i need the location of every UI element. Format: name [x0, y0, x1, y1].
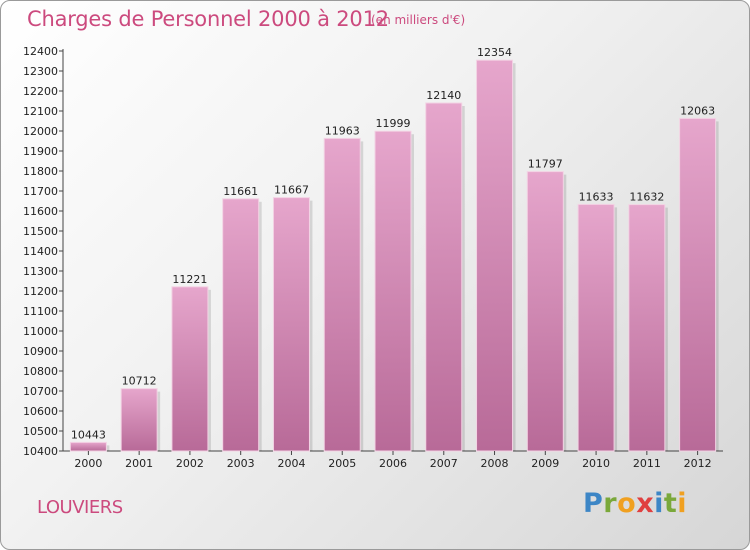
bar-2006 [374, 130, 412, 452]
y-tick-label: 11700 [23, 185, 58, 198]
y-tick-label: 12200 [23, 85, 58, 98]
x-tick-label: 2005 [328, 457, 356, 470]
bars: 10443 10712 11221 11661 11667 11963 11999 12140… [69, 46, 719, 452]
logo-letter: i [654, 488, 664, 519]
y-tick-label: 11300 [23, 265, 58, 278]
bar-value-label: 11963 [325, 124, 360, 137]
x-tick-label: 2011 [633, 457, 661, 470]
x-tick-label: 2003 [227, 457, 255, 470]
bar-value-label: 11633 [579, 190, 614, 203]
bar-value-label: 11661 [223, 185, 258, 198]
bar-2007 [425, 102, 463, 452]
bar-2004 [272, 197, 310, 452]
bar-2002 [171, 286, 209, 452]
y-tick-label: 11600 [23, 205, 58, 218]
bar-2012 [679, 117, 717, 452]
y-tick-label: 11000 [23, 325, 58, 338]
y-tick-label: 11900 [23, 145, 58, 158]
bar-2005 [323, 137, 361, 452]
chart-title: Charges de Personnel 2000 à 2012 [27, 7, 389, 31]
y-tick-label: 10500 [23, 425, 58, 438]
y-tick-label: 12100 [23, 105, 58, 118]
bar-value-label: 12063 [680, 104, 715, 117]
y-tick-label: 10400 [23, 445, 58, 458]
y-axis-ticks: 10400 10500 10600 10700 10800 10900 11000 11100… [23, 45, 63, 458]
bar-2001 [120, 388, 158, 452]
y-tick-label: 12400 [23, 45, 58, 58]
x-tick-label: 2010 [582, 457, 610, 470]
bar-2003 [222, 198, 260, 452]
y-tick-label: 11500 [23, 225, 58, 238]
x-tick-label: 2007 [430, 457, 458, 470]
y-tick-label: 10900 [23, 345, 58, 358]
x-axis-ticks: 2000 2001 2002 2003 2004 2005 2006 2007 2008 2009… [74, 451, 712, 470]
bar-value-label: 11797 [528, 158, 563, 171]
x-tick-label: 2008 [481, 457, 509, 470]
y-tick-label: 10600 [23, 405, 58, 418]
bar-2011 [628, 204, 666, 452]
bar-value-label: 10443 [71, 428, 106, 441]
y-tick-label: 10700 [23, 385, 58, 398]
y-tick-label: 11400 [23, 245, 58, 258]
bar-2009 [526, 171, 564, 452]
x-tick-label: 2000 [74, 457, 102, 470]
logo-letter: r [603, 488, 618, 519]
y-tick-label: 12000 [23, 125, 58, 138]
logo-letter: P [583, 488, 604, 519]
x-tick-label: 2002 [176, 457, 204, 470]
bar-2000 [69, 441, 107, 452]
logo-letter: o [617, 488, 637, 519]
x-tick-label: 2001 [125, 457, 153, 470]
y-tick-label: 11200 [23, 285, 58, 298]
proxiti-logo[interactable]: Proxiti [583, 488, 687, 519]
chart-subtitle: (en milliers d'€) [371, 13, 466, 27]
x-tick-label: 2006 [379, 457, 407, 470]
logo-letter: x [636, 488, 655, 519]
bar-value-label: 11667 [274, 184, 309, 197]
y-tick-label: 10800 [23, 365, 58, 378]
x-tick-label: 2012 [684, 457, 712, 470]
x-tick-label: 2004 [277, 457, 305, 470]
bar-value-label: 12140 [426, 89, 461, 102]
y-tick-label: 11800 [23, 165, 58, 178]
bar-value-label: 10712 [122, 375, 157, 388]
bar-value-label: 11632 [629, 191, 664, 204]
logo-letter: i [677, 488, 688, 519]
bar-value-label: 11999 [376, 117, 411, 130]
bar-2008 [476, 59, 514, 452]
y-tick-label: 11100 [23, 305, 58, 318]
bar-value-label: 11221 [172, 273, 207, 286]
logo-letter: t [663, 488, 678, 519]
y-tick-label: 12300 [23, 65, 58, 78]
bar-value-label: 12354 [477, 46, 512, 59]
bar-2010 [577, 203, 615, 452]
city-name: LOUVIERS [37, 497, 123, 518]
x-tick-label: 2009 [531, 457, 559, 470]
